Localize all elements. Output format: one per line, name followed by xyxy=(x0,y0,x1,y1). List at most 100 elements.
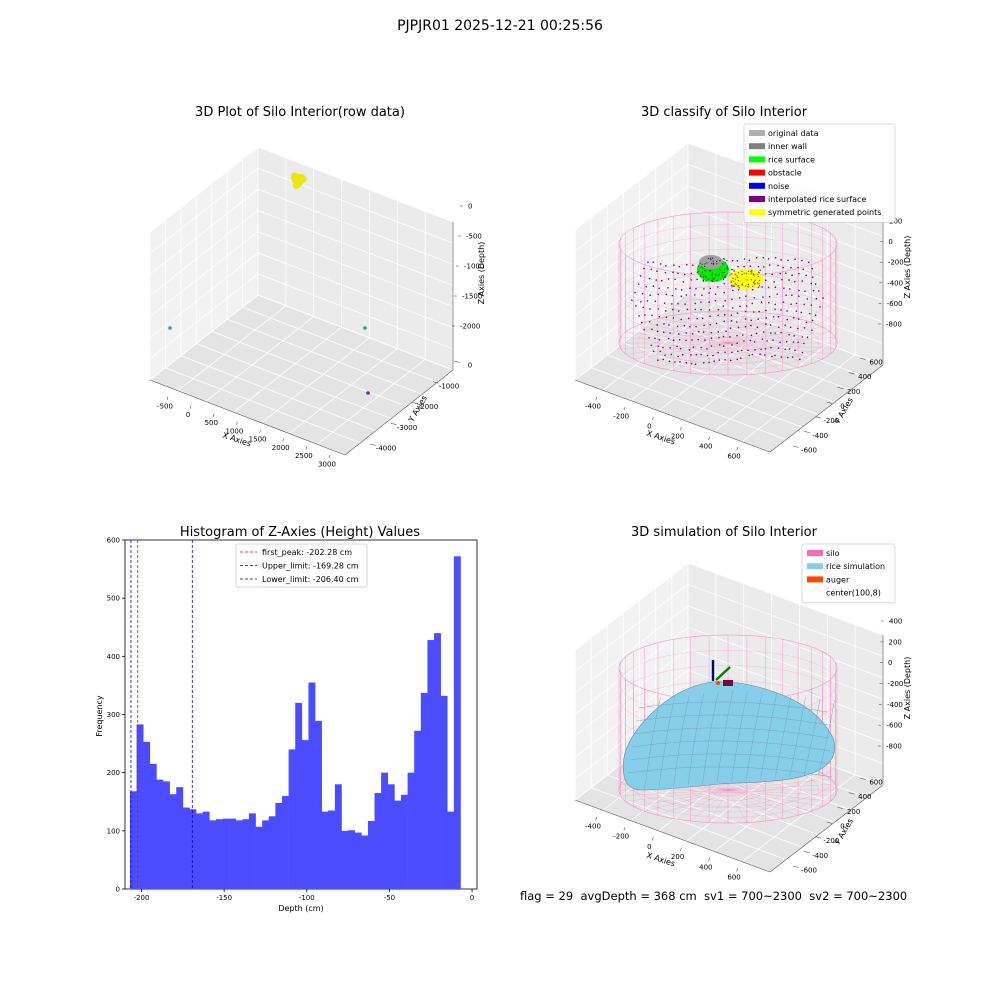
data-point xyxy=(803,303,805,306)
data-point xyxy=(723,314,726,316)
surface-mesh-line xyxy=(635,714,829,726)
data-point xyxy=(667,287,669,289)
data-point xyxy=(777,347,780,349)
data-point xyxy=(764,354,766,356)
tick-label: -200 xyxy=(823,837,839,845)
histogram-bar xyxy=(176,787,184,889)
data-point xyxy=(744,325,747,328)
tick-label: -500 xyxy=(157,403,173,411)
data-point xyxy=(701,294,703,296)
histogram-bar xyxy=(163,781,170,889)
data-point xyxy=(798,289,800,292)
tick-label: 100 xyxy=(107,827,120,835)
data-point xyxy=(736,334,738,337)
data-point xyxy=(670,353,673,356)
data-point xyxy=(811,329,813,331)
tick-label: -400 xyxy=(585,823,601,831)
data-point xyxy=(723,277,725,279)
data-point xyxy=(747,284,750,286)
legend-swatch xyxy=(807,589,823,596)
data-point xyxy=(780,331,782,334)
histogram-bar xyxy=(301,740,309,889)
data-point xyxy=(754,279,756,281)
figure-title: PJPJR01 2025-12-21 00:25:56 xyxy=(397,18,603,34)
tick-mark xyxy=(679,426,682,431)
data-point xyxy=(731,286,733,288)
data-point xyxy=(680,295,683,297)
tick-label: 0 xyxy=(468,362,472,370)
gridline xyxy=(177,305,287,392)
silo-spoke xyxy=(727,789,799,816)
tick-mark xyxy=(623,827,626,831)
data-point xyxy=(657,345,660,347)
data-point xyxy=(731,268,733,271)
data-point xyxy=(723,291,725,294)
data-point xyxy=(758,279,761,282)
data-point xyxy=(801,280,804,282)
axis-ticks: -400-20002004006006004002000-200-400-600… xyxy=(585,618,903,882)
data-point xyxy=(803,342,805,345)
data-point xyxy=(694,363,697,366)
histogram-bar xyxy=(434,633,441,889)
data-point xyxy=(719,260,721,262)
silo-spoke xyxy=(657,789,729,816)
data-point xyxy=(709,270,711,272)
gridline xyxy=(607,354,803,428)
data-point xyxy=(723,271,726,274)
surface-mesh-line xyxy=(702,691,719,785)
data-point xyxy=(700,301,702,303)
data-point xyxy=(723,320,726,323)
data-point xyxy=(683,324,686,327)
surface-mesh-line xyxy=(658,695,676,788)
silo-spoke xyxy=(633,342,729,360)
histogram-bar xyxy=(374,793,382,889)
data-point xyxy=(737,326,740,329)
gridline xyxy=(226,318,423,395)
data-point xyxy=(702,331,705,333)
histogram-bar xyxy=(447,811,455,889)
data-point xyxy=(634,291,636,294)
data-point xyxy=(648,320,651,323)
data-point xyxy=(711,279,713,281)
data-point xyxy=(710,337,713,340)
gridline xyxy=(211,331,407,407)
data-point xyxy=(726,268,729,270)
z-axis-label: Z Axies (Depth) xyxy=(903,657,912,720)
tick-label: -2000 xyxy=(418,403,438,411)
classified-clusters xyxy=(697,255,763,289)
silo-spoke xyxy=(625,789,729,802)
data-point xyxy=(774,256,777,259)
data-point xyxy=(689,287,691,289)
data-point xyxy=(780,309,782,311)
data-point xyxy=(741,270,743,273)
data-point xyxy=(781,278,783,281)
data-point xyxy=(650,344,653,347)
panel-raw-data-3d: 3D Plot of Silo Interior(row data) -500 0… xyxy=(149,105,486,469)
data-point xyxy=(736,275,738,277)
silo-ring xyxy=(618,298,838,363)
silo-spoke xyxy=(708,789,729,823)
data-point xyxy=(711,274,713,277)
data-point xyxy=(702,275,704,278)
data-point xyxy=(713,262,715,264)
reference-lines xyxy=(130,540,193,889)
data-point xyxy=(750,273,752,275)
data-point xyxy=(817,290,820,292)
data-point xyxy=(658,315,661,318)
data-point xyxy=(713,277,715,279)
histogram-bar xyxy=(222,818,230,889)
histogram-bar xyxy=(308,682,316,889)
data-point xyxy=(297,174,305,181)
gridline xyxy=(714,344,828,432)
data-point xyxy=(690,272,693,275)
surface-mesh-line xyxy=(687,692,705,786)
data-point xyxy=(747,286,749,288)
data-point xyxy=(672,339,675,341)
data-point xyxy=(757,273,759,275)
data-point xyxy=(658,338,661,341)
tick-label: 0 xyxy=(468,203,472,211)
data-point xyxy=(743,265,745,268)
gridline xyxy=(289,348,398,434)
histogram-bar xyxy=(129,791,137,889)
data-point xyxy=(697,330,700,333)
